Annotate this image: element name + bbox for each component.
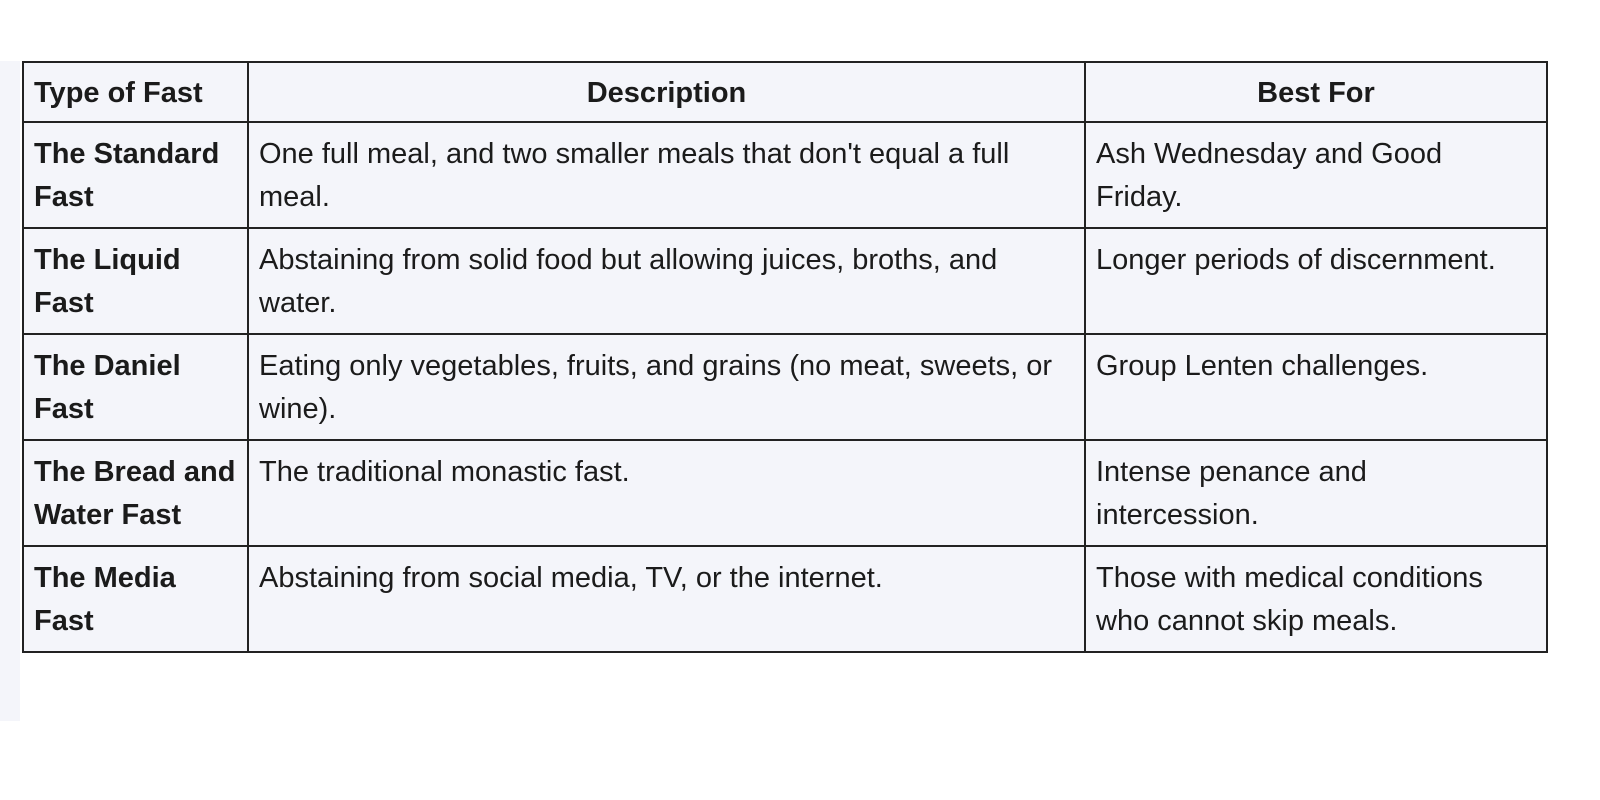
cell-best-for: Those with medical conditions who cannot… [1084,545,1548,653]
table-row: The Bread and Water Fast The traditional… [22,439,1548,547]
fasting-types-table: Type of Fast Description Best For The St… [22,61,1548,653]
cell-fast-type: The Bread and Water Fast [22,439,249,547]
cell-description: Abstaining from social media, TV, or the… [247,545,1086,653]
cell-fast-type: The Liquid Fast [22,227,249,335]
table-row: The Media Fast Abstaining from social me… [22,545,1548,653]
table-row: The Liquid Fast Abstaining from solid fo… [22,227,1548,335]
cell-best-for: Intense penance and intercession. [1084,439,1548,547]
cell-description: The traditional monastic fast. [247,439,1086,547]
table-row: The Standard Fast One full meal, and two… [22,121,1548,229]
header-type-of-fast: Type of Fast [22,61,249,123]
cell-best-for: Group Lenten challenges. [1084,333,1548,441]
header-best-for: Best For [1084,61,1548,123]
cell-best-for: Longer periods of discernment. [1084,227,1548,335]
cell-description: One full meal, and two smaller meals tha… [247,121,1086,229]
cell-fast-type: The Daniel Fast [22,333,249,441]
table-row: The Daniel Fast Eating only vegetables, … [22,333,1548,441]
cell-description: Eating only vegetables, fruits, and grai… [247,333,1086,441]
page-left-strip [0,61,20,721]
cell-description: Abstaining from solid food but allowing … [247,227,1086,335]
cell-best-for: Ash Wednesday and Good Friday. [1084,121,1548,229]
header-description: Description [247,61,1086,123]
fasting-types-table-container: Type of Fast Description Best For The St… [22,61,1548,653]
cell-fast-type: The Standard Fast [22,121,249,229]
table-header-row: Type of Fast Description Best For [22,61,1548,123]
cell-fast-type: The Media Fast [22,545,249,653]
